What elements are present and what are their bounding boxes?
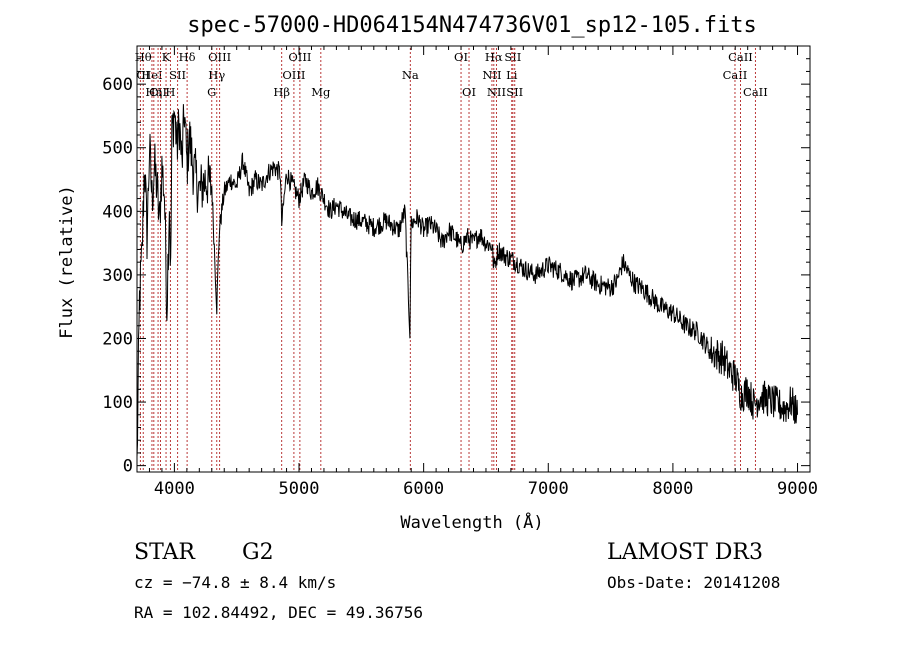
chart-title: spec-57000-HD064154N474736V01_sp12-105.f… bbox=[187, 13, 757, 38]
spectral-line-label: CaII bbox=[728, 50, 753, 64]
spectral-line-label: OIII bbox=[282, 68, 305, 82]
x-tick-label: 7000 bbox=[528, 479, 569, 499]
survey-name: LAMOST DR3 bbox=[607, 540, 763, 565]
observation-date: Obs-Date: 20141208 bbox=[607, 573, 781, 592]
spectral-line-label: CII bbox=[149, 85, 167, 99]
spectral-line-markers: HθCIHeIHηCIIKHSIIHδGHγOIIIHβOIIIOIIIMgNa… bbox=[135, 48, 768, 472]
coordinates-readout: RA = 102.84492, DEC = 49.36756 bbox=[134, 603, 423, 622]
spectral-line-label: K bbox=[162, 50, 171, 64]
y-tick-label: 100 bbox=[102, 393, 133, 413]
y-tick-label: 300 bbox=[102, 266, 133, 286]
y-tick-label: 200 bbox=[102, 329, 133, 349]
spectral-line-label: Na bbox=[402, 68, 419, 82]
spectral-line-label: CaII bbox=[743, 85, 768, 99]
spectral-line-label: Hδ bbox=[179, 50, 196, 64]
spectral-line-label: Hγ bbox=[208, 68, 225, 82]
velocity-readout: cz = −74.8 ± 8.4 km/s bbox=[134, 573, 337, 592]
spectrum-line bbox=[136, 104, 798, 457]
spectral-line-label: OI bbox=[462, 85, 476, 99]
spectral-line-label: Mg bbox=[311, 85, 331, 99]
y-tick-label: 500 bbox=[102, 139, 133, 159]
y-tick-label: 400 bbox=[102, 202, 133, 222]
spectral-line-label: H bbox=[165, 85, 175, 99]
spectral-line-label: SII bbox=[169, 68, 186, 82]
y-tick-label: 600 bbox=[102, 75, 133, 95]
x-tick-label: 8000 bbox=[652, 479, 693, 499]
spectral-line-label: Hθ bbox=[135, 50, 152, 64]
y-axis-label: Flux (relative) bbox=[57, 185, 77, 339]
spectral-line-label: OI bbox=[454, 50, 468, 64]
spectral-line-label: SII bbox=[504, 50, 521, 64]
object-subclass: G2 bbox=[242, 540, 274, 565]
object-type: STAR bbox=[134, 540, 195, 565]
plot-frame bbox=[136, 45, 811, 473]
spectral-line-label: CaII bbox=[723, 68, 748, 82]
x-tick-label: 5000 bbox=[279, 479, 320, 499]
x-tick-label: 6000 bbox=[403, 479, 444, 499]
spectral-line-label: G bbox=[207, 85, 216, 99]
spectral-line-label: Li bbox=[506, 68, 518, 82]
spectral-line-label: Hα bbox=[485, 50, 503, 64]
spectral-line-label: HeI bbox=[141, 68, 162, 82]
spectral-line-label: OIII bbox=[288, 50, 311, 64]
x-tick-label: 4000 bbox=[154, 479, 195, 499]
x-axis-label: Wavelength (Å) bbox=[400, 511, 543, 533]
spectral-line-label: OIII bbox=[208, 50, 231, 64]
y-tick-label: 0 bbox=[123, 457, 133, 477]
axis-ticks: 4000 5000 6000 7000 8000 9000 0 100 200 300 400 500… bbox=[102, 46, 818, 499]
spectral-line-label: Hβ bbox=[273, 85, 290, 99]
spectral-line-label: NII bbox=[487, 85, 506, 99]
spectral-line-label: NII bbox=[482, 68, 501, 82]
spectral-line-label: SII bbox=[506, 85, 523, 99]
x-tick-label: 9000 bbox=[777, 479, 818, 499]
